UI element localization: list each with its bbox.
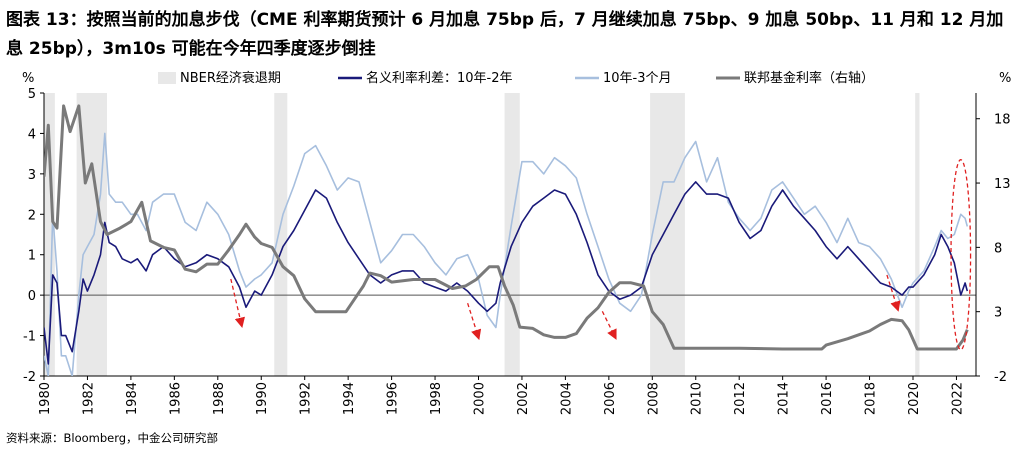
x-tick-label-12: 2004 — [559, 382, 574, 415]
left-tick-label-4: 1 — [28, 249, 36, 264]
x-tick-label-7: 1994 — [342, 382, 357, 415]
x-tick-label-14: 2008 — [646, 382, 661, 415]
right-tick-label-2: 8 — [994, 241, 1002, 256]
x-tick-label-19: 2018 — [864, 382, 879, 415]
legend-fedfunds: 联邦基金利率（右轴） — [744, 70, 874, 86]
left-tick-label-6: -1 — [23, 330, 36, 345]
right-axis-unit: % — [999, 71, 1011, 86]
legend-10y3m: 10年-3个月 — [603, 71, 672, 86]
recession-band-5 — [915, 93, 920, 376]
x-tick-label-20: 2020 — [907, 382, 922, 415]
x-tick-label-10: 2000 — [472, 382, 487, 415]
x-tick-label-21: 2022 — [950, 382, 965, 415]
x-tick-label-0: 1980 — [38, 382, 53, 415]
recession-band-0 — [44, 93, 55, 376]
recession-band-4 — [650, 93, 685, 376]
annotation-ellipse — [950, 159, 972, 351]
recession-band-2 — [274, 93, 288, 376]
source-note: 资料来源：Bloomberg，中金公司研究部 — [6, 431, 219, 445]
left-tick-label-2: 3 — [28, 168, 36, 183]
x-tick-label-11: 2002 — [516, 382, 531, 415]
chart-legend: NBER经济衰退期 名义利率利差：10年-2年 10年-3个月 联邦基金利率（右… — [158, 70, 874, 86]
x-tick-label-3: 1986 — [168, 382, 183, 415]
x-tick-label-6: 1992 — [299, 382, 314, 415]
x-tick-label-5: 1990 — [255, 382, 270, 415]
right-tick-label-0: 18 — [994, 113, 1011, 128]
x-tick-label-2: 1984 — [125, 382, 140, 415]
right-tick-label-1: 13 — [994, 177, 1011, 192]
x-tick-label-16: 2012 — [733, 382, 748, 415]
right-tick-label-4: -2 — [994, 370, 1007, 385]
left-tick-label-0: 5 — [28, 87, 36, 102]
x-tick-label-4: 1988 — [212, 382, 227, 415]
x-tick-label-15: 2010 — [690, 382, 705, 415]
series-line-2 — [44, 104, 969, 351]
left-tick-label-7: -2 — [23, 370, 36, 385]
x-tick-label-17: 2014 — [777, 382, 792, 415]
left-tick-label-5: 0 — [28, 289, 36, 304]
chart-title: 图表 13：按照当前的加息步伐（CME 利率期货预计 6 月加息 75bp 后，… — [6, 10, 1004, 59]
legend-10y2y: 名义利率利差：10年-2年 — [366, 70, 513, 86]
x-tick-label-13: 2006 — [603, 382, 618, 415]
legend-swatch-recession — [158, 72, 176, 84]
annotation-arrow-2 — [601, 311, 617, 340]
recession-band-3 — [504, 93, 520, 376]
x-tick-label-8: 1996 — [386, 382, 401, 415]
left-axis-unit: % — [22, 71, 34, 86]
left-tick-label-3: 2 — [28, 208, 36, 223]
left-tick-label-1: 4 — [28, 127, 36, 142]
x-tick-label-9: 1998 — [429, 382, 444, 415]
annotation-arrow-0 — [230, 278, 245, 328]
right-tick-label-3: 3 — [994, 306, 1002, 321]
series-line-0 — [44, 181, 969, 365]
annotation-arrow-3 — [886, 274, 901, 312]
x-tick-label-18: 2016 — [820, 382, 835, 415]
annotation-arrow-1 — [467, 303, 482, 341]
x-tick-label-1: 1982 — [81, 382, 96, 415]
legend-recession: NBER经济衰退期 — [180, 70, 281, 86]
